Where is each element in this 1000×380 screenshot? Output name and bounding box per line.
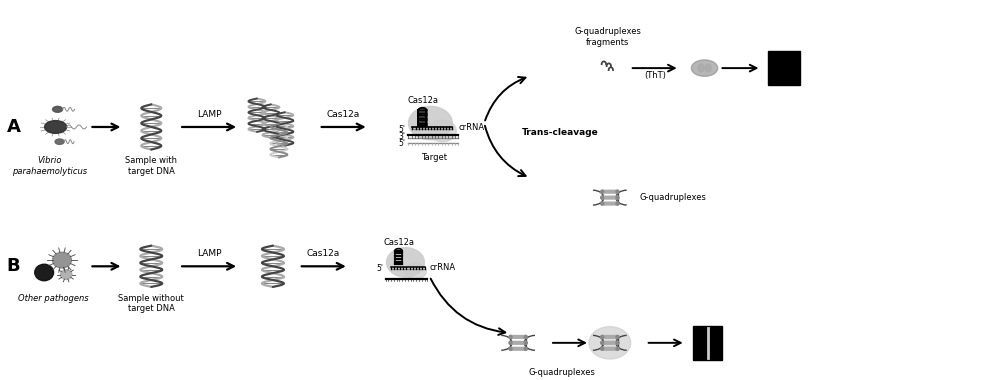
Text: LAMP: LAMP [197, 110, 221, 119]
Text: Cas12a: Cas12a [384, 238, 415, 247]
Ellipse shape [404, 263, 426, 279]
Text: G-quadruplexes: G-quadruplexes [529, 368, 595, 377]
Circle shape [509, 336, 512, 339]
Text: Target: Target [421, 154, 447, 163]
Ellipse shape [55, 139, 64, 144]
Text: A: A [7, 118, 21, 136]
Text: 3': 3' [398, 132, 405, 141]
Circle shape [524, 341, 527, 344]
Text: crRNA: crRNA [458, 124, 484, 133]
Circle shape [524, 336, 527, 339]
FancyBboxPatch shape [510, 342, 526, 344]
Ellipse shape [698, 64, 704, 72]
Text: crRNA: crRNA [429, 263, 456, 272]
Text: LAMP: LAMP [197, 250, 221, 258]
Text: Cas12a: Cas12a [306, 250, 339, 258]
Circle shape [616, 190, 619, 193]
FancyBboxPatch shape [510, 347, 526, 350]
Text: G-quadruplexes
fragments: G-quadruplexes fragments [574, 27, 641, 46]
Text: Cas12a: Cas12a [326, 110, 359, 119]
Text: (ThT): (ThT) [644, 71, 666, 80]
Ellipse shape [60, 270, 72, 279]
Text: Trans-cleavage: Trans-cleavage [522, 128, 599, 137]
Ellipse shape [691, 60, 718, 76]
Circle shape [509, 347, 512, 350]
FancyBboxPatch shape [510, 336, 526, 338]
Ellipse shape [387, 248, 424, 277]
Ellipse shape [45, 120, 67, 133]
Circle shape [616, 196, 619, 199]
Ellipse shape [408, 106, 452, 140]
Text: Sample with
target DNA: Sample with target DNA [125, 157, 177, 176]
Text: B: B [7, 257, 20, 275]
Text: G-quadruplexes: G-quadruplexes [640, 193, 707, 202]
Circle shape [616, 341, 619, 344]
Text: 5': 5' [398, 139, 405, 148]
Text: Cas12a: Cas12a [408, 97, 439, 105]
Circle shape [616, 347, 619, 350]
Text: Vibrio
parahaemolyticus: Vibrio parahaemolyticus [12, 157, 87, 176]
Circle shape [616, 202, 619, 205]
FancyBboxPatch shape [602, 196, 618, 199]
Circle shape [601, 202, 604, 205]
Ellipse shape [35, 264, 54, 281]
Circle shape [601, 347, 604, 350]
Circle shape [601, 196, 604, 199]
Circle shape [601, 190, 604, 193]
Circle shape [509, 341, 512, 344]
Ellipse shape [589, 327, 631, 359]
Circle shape [601, 341, 604, 344]
FancyBboxPatch shape [602, 336, 618, 338]
Bar [693, 326, 722, 359]
FancyBboxPatch shape [602, 342, 618, 344]
Text: Other pathogens: Other pathogens [18, 294, 89, 303]
Ellipse shape [53, 106, 63, 112]
Text: 5': 5' [377, 264, 384, 273]
FancyBboxPatch shape [602, 347, 618, 350]
Bar [768, 51, 800, 85]
Ellipse shape [705, 64, 711, 72]
Circle shape [616, 336, 619, 339]
Circle shape [524, 347, 527, 350]
Text: 5': 5' [398, 125, 405, 135]
Text: Sample without
target DNA: Sample without target DNA [118, 294, 184, 313]
Circle shape [601, 336, 604, 339]
Ellipse shape [428, 120, 456, 142]
Ellipse shape [53, 252, 71, 268]
FancyBboxPatch shape [602, 202, 618, 205]
FancyBboxPatch shape [602, 190, 618, 193]
